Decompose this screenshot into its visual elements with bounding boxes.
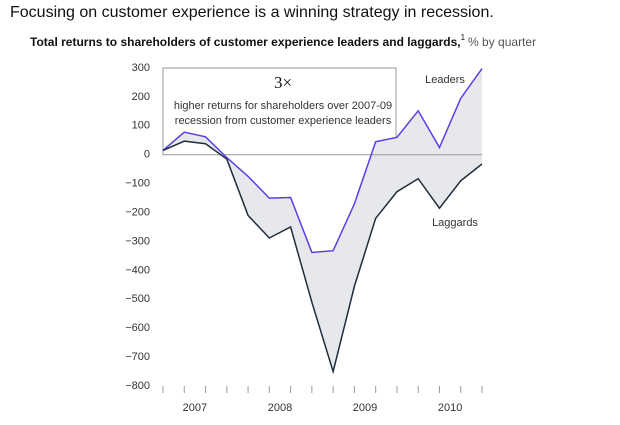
y-tick-label: 300 — [132, 62, 150, 74]
x-year-label: 2009 — [353, 402, 377, 414]
y-tick-label: 200 — [132, 91, 150, 103]
series-line — [162, 140, 483, 375]
y-tick-label: −300 — [125, 235, 150, 247]
y-tick-label: −500 — [125, 293, 150, 305]
annotation-headline: 3× — [274, 73, 292, 92]
y-tick-label: −600 — [125, 322, 150, 334]
plot: −800 −700 −600 −500 −400 −300 −200 −100 0 100 200 3… — [125, 62, 483, 414]
y-tick-label: −400 — [125, 264, 150, 276]
subtitle-text: Total returns to shareholders of custome… — [30, 35, 461, 49]
x-year-label: 2007 — [183, 402, 207, 414]
legend-label: Laggards — [432, 217, 478, 229]
chart-subtitle: Total returns to shareholders of custome… — [30, 33, 536, 49]
legend-label: Leaders — [425, 74, 465, 86]
y-tick-label: 0 — [144, 149, 150, 161]
y-tick-label: −100 — [125, 178, 150, 190]
footnote-mark: 1 — [461, 33, 466, 42]
y-tick-label: −700 — [125, 351, 150, 363]
x-year-label: 2008 — [268, 402, 292, 414]
annotation-line: higher returns for shareholders over 200… — [174, 100, 392, 112]
y-tick-label: −800 — [125, 380, 150, 392]
chart-title: Focusing on customer experience is a win… — [10, 4, 494, 21]
series-line — [162, 68, 483, 254]
unit-label: % by quarter — [468, 35, 536, 49]
annotation-line: recession from customer experience leade… — [175, 115, 392, 127]
y-tick-label: 100 — [132, 120, 150, 132]
gap-area — [163, 68, 482, 372]
x-year-label: 2010 — [438, 402, 462, 414]
annotation-bracket — [162, 67, 397, 155]
y-tick-label: −200 — [125, 206, 150, 218]
